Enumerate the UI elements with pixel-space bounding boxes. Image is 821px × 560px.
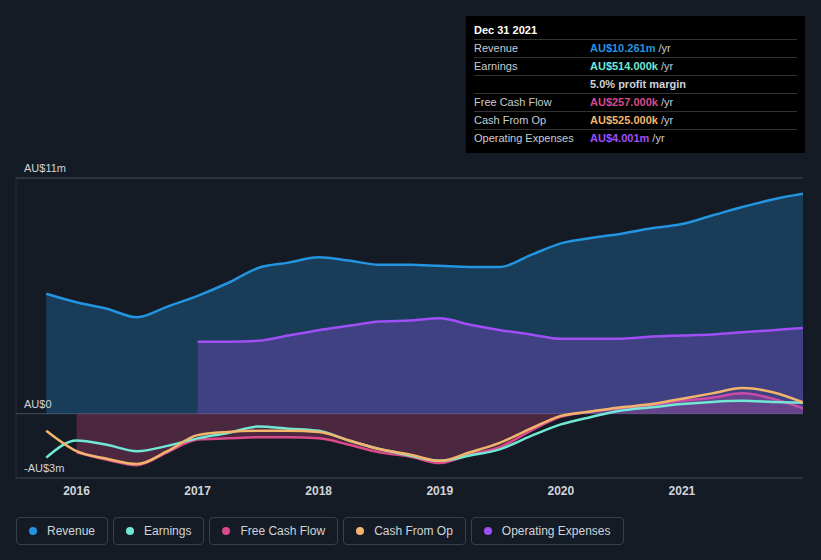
- svg-text:2018: 2018: [305, 484, 332, 498]
- html-text:Revenue: Revenue: [47, 524, 95, 538]
- svg-text:AU$0: AU$0: [24, 398, 52, 410]
- html-text:Revenue: Revenue: [474, 42, 518, 54]
- html-text:Earnings: Earnings: [474, 60, 518, 72]
- svg-text:AU$11m: AU$11m: [24, 162, 66, 174]
- svg-text:2020: 2020: [547, 484, 574, 498]
- svg-text:-AU$3m: -AU$3m: [24, 462, 64, 474]
- html-text:Free Cash Flow: Free Cash Flow: [474, 96, 552, 108]
- html-text:5.0% profit margin: 5.0% profit margin: [590, 78, 686, 90]
- html-text:AU$525.000k /yr: AU$525.000k /yr: [590, 114, 674, 126]
- html-text:Cash From Op: Cash From Op: [474, 114, 547, 126]
- html-text:Free Cash Flow: Free Cash Flow: [240, 524, 326, 538]
- svg-text:2017: 2017: [184, 484, 211, 498]
- svg-text:2021: 2021: [669, 484, 696, 498]
- html-text:AU$257.000k /yr: AU$257.000k /yr: [590, 96, 674, 108]
- html-text:Cash From Op: Cash From Op: [374, 524, 453, 538]
- html-text:Operating Expenses: Operating Expenses: [501, 524, 611, 538]
- svg-text:2016: 2016: [63, 484, 90, 498]
- html-text:AU$4.001m /yr: AU$4.001m /yr: [590, 132, 665, 144]
- html-text:Earnings: Earnings: [144, 524, 192, 538]
- html-text:AU$514.000k /yr: AU$514.000k /yr: [590, 60, 674, 72]
- html-text:AU$10.261m /yr: AU$10.261m /yr: [590, 42, 671, 54]
- svg-text:2019: 2019: [426, 484, 453, 498]
- html-text:Operating Expenses: Operating Expenses: [474, 132, 574, 144]
- html-text:Dec 31 2021: Dec 31 2021: [474, 24, 537, 36]
